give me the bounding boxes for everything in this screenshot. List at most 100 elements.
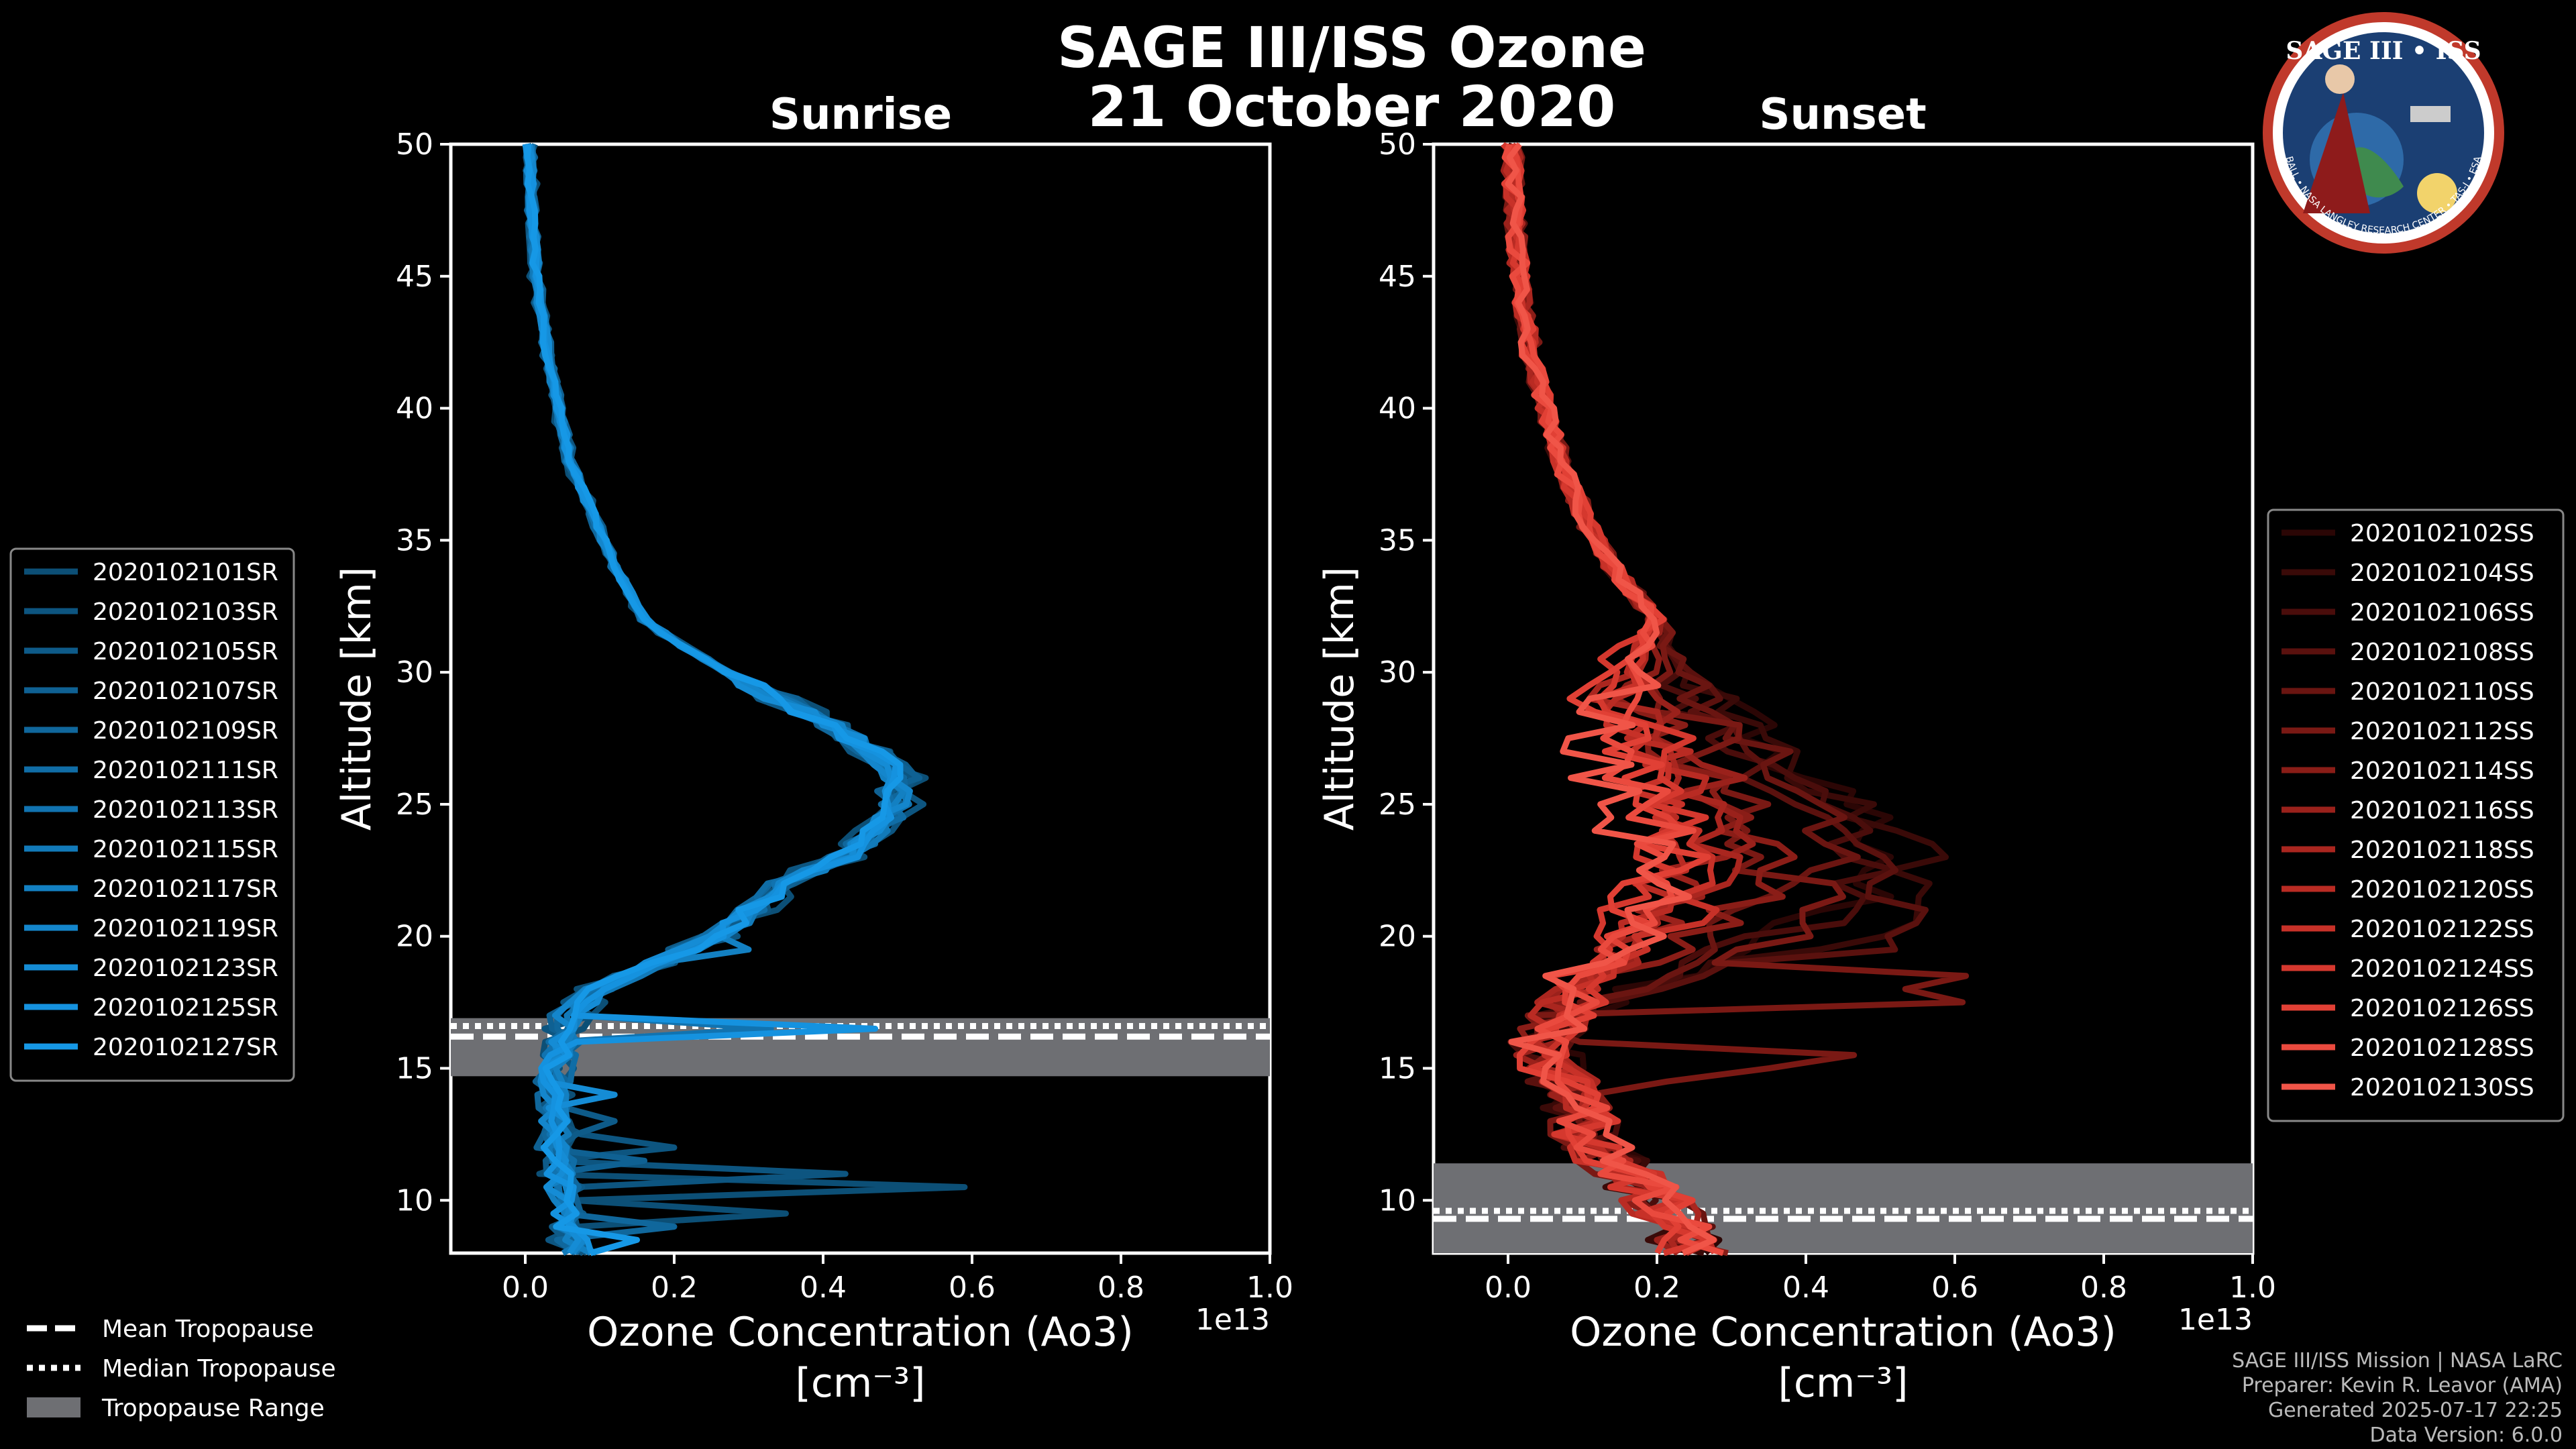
sunset-panel: Sunset 0.0 0.2 0.4 0.6 0.8 1.0 10 15 20 25 30 35 40 4…	[1316, 90, 2276, 1407]
legend-entry: 2020102127SR	[93, 1034, 278, 1061]
sunrise-legend: 2020102101SR 2020102103SR 2020102105SR 2020…	[9, 547, 295, 1082]
legend-entry: 2020102105SR	[93, 638, 278, 665]
sunset-xlabel-line1: Ozone Concentration (Ao3)	[1570, 1309, 2116, 1356]
tropo-legend-label: Median Tropopause	[102, 1355, 336, 1383]
legend-entry: 2020102114SS	[2350, 757, 2534, 785]
legend-entry: 2020102117SR	[93, 875, 278, 903]
sunset-x-offset-label: 1e13	[2178, 1303, 2253, 1337]
legend-entry: 2020102101SR	[93, 559, 278, 586]
sunset-tropopause-layer	[1434, 1163, 2253, 1253]
sunset-ylabel: Altitude [km]	[1316, 567, 1363, 831]
y-tick-label: 35	[1379, 523, 1416, 557]
y-tick-label: 20	[396, 920, 433, 954]
y-tick-label: 30	[396, 655, 433, 690]
legend-entry: 2020102106SS	[2350, 599, 2534, 627]
legend-entry: 2020102103SR	[93, 598, 278, 626]
y-tick-label: 45	[1379, 260, 1416, 294]
legend-entry: 2020102130SS	[2350, 1074, 2534, 1102]
legend-entry: 2020102102SS	[2350, 520, 2534, 547]
y-tick-label: 20	[1379, 920, 1416, 954]
legend-entry: 2020102113SR	[93, 796, 278, 824]
x-tick-label: 0.0	[502, 1271, 549, 1305]
legend-entry: 2020102125SR	[93, 994, 278, 1022]
legend-range-swatch	[27, 1397, 80, 1417]
legend-entry: 2020102128SS	[2350, 1034, 2534, 1062]
sunrise-panel: Sunrise 0.0 0.2 0.4 0.6 0.8 1.0 10 15 20 25 30 35 40…	[333, 90, 1293, 1407]
legend-entry: 2020102118SS	[2350, 837, 2534, 864]
sunset-legend: 2020102102SS 2020102104SS 2020102106SS 2020…	[2267, 508, 2565, 1122]
x-tick-label: 0.2	[1633, 1271, 1680, 1305]
y-tick-label: 45	[396, 260, 433, 294]
y-tick-label: 10	[1379, 1183, 1416, 1218]
sunrise-panel-title: Sunrise	[769, 90, 952, 140]
legend-entry: 2020102120SS	[2350, 876, 2534, 904]
legend-entry: 2020102107SR	[93, 678, 278, 705]
y-tick-label: 40	[1379, 392, 1416, 426]
legend-entry: 2020102111SR	[93, 757, 278, 784]
y-tick-label: 40	[396, 392, 433, 426]
legend-entry: 2020102122SS	[2350, 916, 2534, 943]
figure-title-line2: 21 October 2020	[1088, 74, 1616, 140]
y-tick-label: 25	[1379, 788, 1416, 822]
legend-entry: 2020102108SS	[2350, 639, 2534, 666]
profile-line-2020102126SS	[1501, 143, 1711, 1255]
x-tick-label: 0.8	[1097, 1271, 1144, 1305]
y-tick-label: 25	[396, 788, 433, 822]
legend-entry: 2020102110SS	[2350, 678, 2534, 706]
sunrise-plot-frame	[449, 142, 1272, 1255]
y-tick-label: 10	[396, 1183, 433, 1218]
tropo-legend-label: Mean Tropopause	[102, 1316, 314, 1343]
y-tick-label: 50	[396, 127, 433, 162]
sunrise-x-offset-label: 1e13	[1195, 1303, 1270, 1337]
sunrise-xlabel-line1: Ozone Concentration (Ao3)	[587, 1309, 1134, 1356]
x-tick-label: 0.4	[1782, 1271, 1829, 1305]
legend-entry: 2020102123SR	[93, 955, 278, 982]
tropo-legend-label: Tropopause Range	[101, 1395, 325, 1422]
sunrise-profile-lines	[522, 142, 968, 1256]
figure-title-line1: SAGE III/ISS Ozone	[1057, 15, 1646, 80]
sunset-panel-title: Sunset	[1759, 90, 1926, 140]
credit-line: Preparer: Kevin R. Leavor (AMA)	[2242, 1374, 2563, 1397]
legend-entry: 2020102124SS	[2350, 955, 2534, 983]
x-tick-label: 0.4	[800, 1271, 847, 1305]
x-tick-label: 1.0	[1246, 1271, 1293, 1305]
credit-line: Generated 2025-07-17 22:25	[2268, 1399, 2563, 1422]
credit-line: SAGE III/ISS Mission | NASA LaRC	[2232, 1349, 2563, 1373]
legend-entry: 2020102116SS	[2350, 797, 2534, 824]
legend-frame	[2267, 508, 2565, 1122]
sunset-profile-lines	[1500, 142, 1970, 1256]
tropopause-legend: Mean Tropopause Median Tropopause Tropopau…	[27, 1316, 336, 1422]
y-tick-label: 35	[396, 523, 433, 557]
x-tick-label: 0.6	[1931, 1271, 1978, 1305]
sunset-xlabel-line2: [cm⁻³]	[1778, 1360, 1909, 1407]
sunrise-xlabel-line2: [cm⁻³]	[796, 1360, 926, 1407]
y-tick-label: 15	[1379, 1052, 1416, 1086]
x-tick-label: 0.8	[2080, 1271, 2127, 1305]
y-tick-label: 15	[396, 1052, 433, 1086]
logo-top-text: SAGE III • ISS	[2286, 37, 2481, 65]
sunset-axis-ticks: 0.0 0.2 0.4 0.6 0.8 1.0 10 15 20 25 30 35 40 45 50	[1379, 127, 2276, 1305]
legend-entry: 2020102126SS	[2350, 995, 2534, 1022]
profile-line-2020102123SR	[523, 143, 894, 1255]
y-tick-label: 50	[1379, 127, 1416, 162]
legend-entry: 2020102115SR	[93, 836, 278, 863]
legend-frame	[9, 547, 295, 1082]
mission-patch-logo: SAGE III • ISS BALL • NASA LANGLEY RESEA…	[2263, 12, 2504, 254]
profile-line-2020102127SR	[524, 144, 904, 1256]
profile-line-2020102130SS	[1505, 142, 1717, 1256]
y-tick-label: 30	[1379, 655, 1416, 690]
profile-line-2020102101SR	[523, 143, 968, 1256]
legend-entry: 2020102109SR	[93, 717, 278, 745]
sunrise-ylabel: Altitude [km]	[333, 567, 380, 831]
legend-entry: 2020102112SS	[2350, 718, 2534, 745]
legend-entry: 2020102104SS	[2350, 559, 2534, 587]
legend-entry: 2020102119SR	[93, 915, 278, 943]
x-tick-label: 0.0	[1485, 1271, 1532, 1305]
credits-block: SAGE III/ISS Mission | NASA LaRCPreparer…	[2232, 1349, 2563, 1447]
sunrise-axis-ticks: 0.0 0.2 0.4 0.6 0.8 1.0 10 15 20 25 30 35 40 45 50	[396, 127, 1293, 1305]
x-tick-label: 1.0	[2229, 1271, 2276, 1305]
credit-line: Data Version: 6.0.0	[2370, 1424, 2563, 1447]
x-tick-label: 0.2	[651, 1271, 698, 1305]
x-tick-label: 0.6	[949, 1271, 996, 1305]
